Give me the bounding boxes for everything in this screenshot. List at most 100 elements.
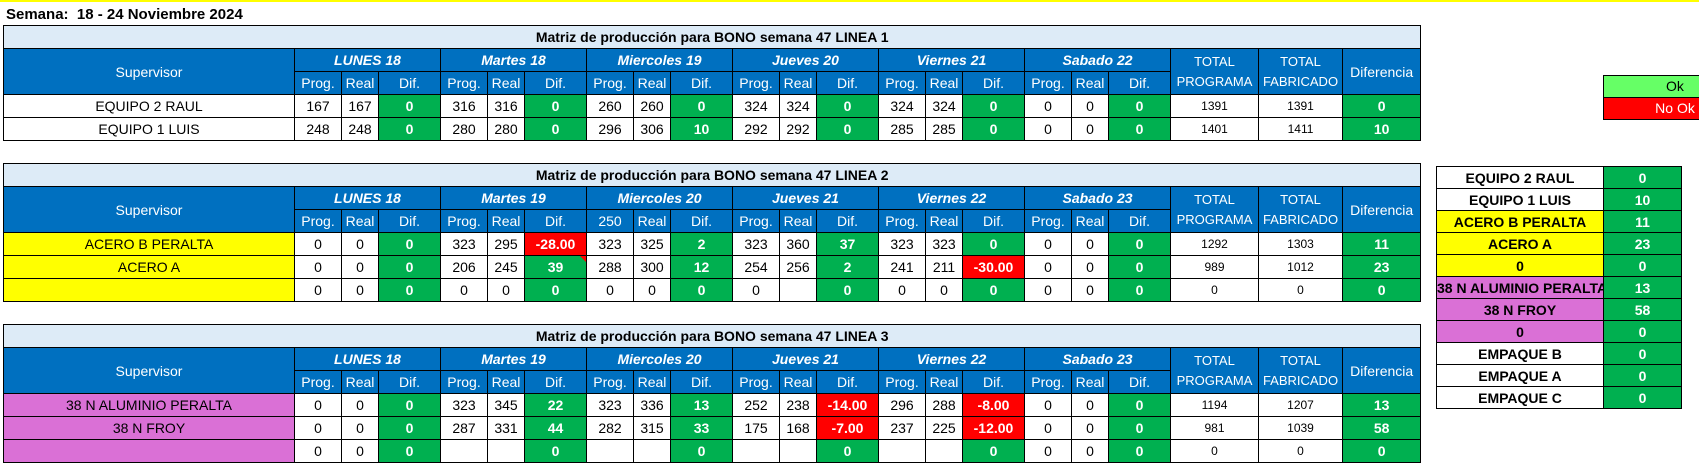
supervisor-name-cell[interactable]: 38 N ALUMINIO PERALTA <box>3 393 295 417</box>
total-programa-cell[interactable]: 1401 <box>1170 117 1259 141</box>
prog-cell[interactable]: 0 <box>1024 232 1072 256</box>
prog-cell[interactable]: 323 <box>586 232 634 256</box>
real-cell[interactable]: 0 <box>341 393 379 417</box>
summary-name-cell[interactable]: 0 <box>1436 254 1604 277</box>
diferencia-cell[interactable]: 0 <box>1341 94 1422 118</box>
prog-cell[interactable]: 296 <box>586 117 634 141</box>
summary-value-cell[interactable]: 11 <box>1603 210 1682 233</box>
summary-name-cell[interactable]: 38 N ALUMINIO PERALTA <box>1436 276 1604 299</box>
dif-cell[interactable]: 0 <box>670 439 733 463</box>
real-cell[interactable]: 0 <box>1071 278 1109 302</box>
prog-cell[interactable]: 292 <box>732 117 780 141</box>
real-cell[interactable]: 225 <box>925 416 963 440</box>
dif-cell[interactable]: 0 <box>1108 278 1171 302</box>
supervisor-name-cell[interactable]: EQUIPO 2 RAUL <box>3 94 295 118</box>
prog-cell[interactable]: 0 <box>294 278 342 302</box>
dif-cell[interactable]: 0 <box>816 278 879 302</box>
real-cell[interactable]: 167 <box>341 94 379 118</box>
diferencia-cell[interactable]: 11 <box>1341 232 1422 256</box>
dif-cell[interactable]: 0 <box>962 117 1025 141</box>
diferencia-cell[interactable]: 10 <box>1341 117 1422 141</box>
dif-cell[interactable]: -30.00 <box>962 255 1025 279</box>
prog-cell[interactable]: 0 <box>1024 393 1072 417</box>
dif-cell[interactable]: -12.00 <box>962 416 1025 440</box>
dif-cell[interactable]: 0 <box>1108 232 1171 256</box>
dif-cell[interactable]: 0 <box>524 117 587 141</box>
dif-cell[interactable]: 0 <box>378 278 441 302</box>
dif-cell[interactable]: 0 <box>378 416 441 440</box>
real-cell[interactable]: 238 <box>779 393 817 417</box>
real-cell[interactable]: 0 <box>341 255 379 279</box>
total-programa-cell[interactable]: 1292 <box>1170 232 1259 256</box>
supervisor-name-cell[interactable] <box>3 278 295 302</box>
dif-cell[interactable]: 0 <box>378 393 441 417</box>
dif-cell[interactable]: 0 <box>378 94 441 118</box>
prog-cell[interactable]: 0 <box>1024 117 1072 141</box>
prog-cell[interactable]: 323 <box>440 232 488 256</box>
dif-cell[interactable]: 37 <box>816 232 879 256</box>
summary-name-cell[interactable]: 0 <box>1436 320 1604 343</box>
total-fabricado-cell[interactable]: 1207 <box>1258 393 1343 417</box>
dif-cell[interactable]: 0 <box>1108 255 1171 279</box>
supervisor-name-cell[interactable]: ACERO A <box>3 255 295 279</box>
total-fabricado-cell[interactable]: 0 <box>1258 278 1343 302</box>
real-cell[interactable]: 0 <box>925 278 963 302</box>
real-cell[interactable]: 300 <box>633 255 671 279</box>
dif-cell[interactable]: 12 <box>670 255 733 279</box>
dif-cell[interactable]: 0 <box>670 94 733 118</box>
prog-cell[interactable]: 0 <box>1024 278 1072 302</box>
real-cell[interactable]: 0 <box>1071 117 1109 141</box>
prog-cell[interactable]: 324 <box>878 94 926 118</box>
prog-cell[interactable]: 206 <box>440 255 488 279</box>
total-programa-cell[interactable]: 0 <box>1170 439 1259 463</box>
prog-cell[interactable]: 260 <box>586 94 634 118</box>
total-fabricado-cell[interactable]: 1303 <box>1258 232 1343 256</box>
dif-cell[interactable]: 0 <box>1108 439 1171 463</box>
dif-cell[interactable]: 0 <box>1108 393 1171 417</box>
summary-name-cell[interactable]: EMPAQUE C <box>1436 386 1604 409</box>
prog-cell[interactable]: 323 <box>732 232 780 256</box>
real-cell[interactable]: 288 <box>925 393 963 417</box>
summary-value-cell[interactable]: 58 <box>1603 298 1682 321</box>
dif-cell[interactable]: 0 <box>816 439 879 463</box>
summary-name-cell[interactable]: ACERO B PERALTA <box>1436 210 1604 233</box>
dif-cell[interactable]: 0 <box>816 117 879 141</box>
prog-cell[interactable]: 324 <box>732 94 780 118</box>
summary-name-cell[interactable]: EQUIPO 1 LUIS <box>1436 188 1604 211</box>
real-cell[interactable] <box>633 439 671 463</box>
total-programa-cell[interactable]: 1194 <box>1170 393 1259 417</box>
real-cell[interactable]: 316 <box>487 94 525 118</box>
summary-value-cell[interactable]: 0 <box>1603 166 1682 189</box>
summary-value-cell[interactable]: 23 <box>1603 232 1682 255</box>
total-fabricado-cell[interactable]: 1012 <box>1258 255 1343 279</box>
real-cell[interactable]: 325 <box>633 232 671 256</box>
prog-cell[interactable]: 280 <box>440 117 488 141</box>
real-cell[interactable]: 168 <box>779 416 817 440</box>
real-cell[interactable]: 248 <box>341 117 379 141</box>
summary-name-cell[interactable]: EQUIPO 2 RAUL <box>1436 166 1604 189</box>
real-cell[interactable]: 0 <box>487 278 525 302</box>
prog-cell[interactable]: 254 <box>732 255 780 279</box>
dif-cell[interactable]: 0 <box>1108 117 1171 141</box>
dif-cell[interactable]: 0 <box>1108 416 1171 440</box>
summary-value-cell[interactable]: 0 <box>1603 364 1682 387</box>
summary-value-cell[interactable]: 0 <box>1603 386 1682 409</box>
real-cell[interactable] <box>925 439 963 463</box>
real-cell[interactable]: 323 <box>925 232 963 256</box>
dif-cell[interactable]: 0 <box>524 278 587 302</box>
dif-cell[interactable]: 0 <box>378 232 441 256</box>
prog-cell[interactable] <box>586 439 634 463</box>
total-fabricado-cell[interactable]: 1411 <box>1258 117 1343 141</box>
prog-cell[interactable]: 248 <box>294 117 342 141</box>
diferencia-cell[interactable]: 23 <box>1341 255 1422 279</box>
real-cell[interactable]: 0 <box>633 278 671 302</box>
supervisor-name-cell[interactable]: ACERO B PERALTA <box>3 232 295 256</box>
total-programa-cell[interactable]: 989 <box>1170 255 1259 279</box>
summary-name-cell[interactable]: ACERO A <box>1436 232 1604 255</box>
dif-cell[interactable]: 22 <box>524 393 587 417</box>
real-cell[interactable]: 256 <box>779 255 817 279</box>
diferencia-cell[interactable]: 13 <box>1341 393 1422 417</box>
real-cell[interactable]: 292 <box>779 117 817 141</box>
real-cell[interactable]: 0 <box>341 439 379 463</box>
prog-cell[interactable]: 0 <box>878 278 926 302</box>
